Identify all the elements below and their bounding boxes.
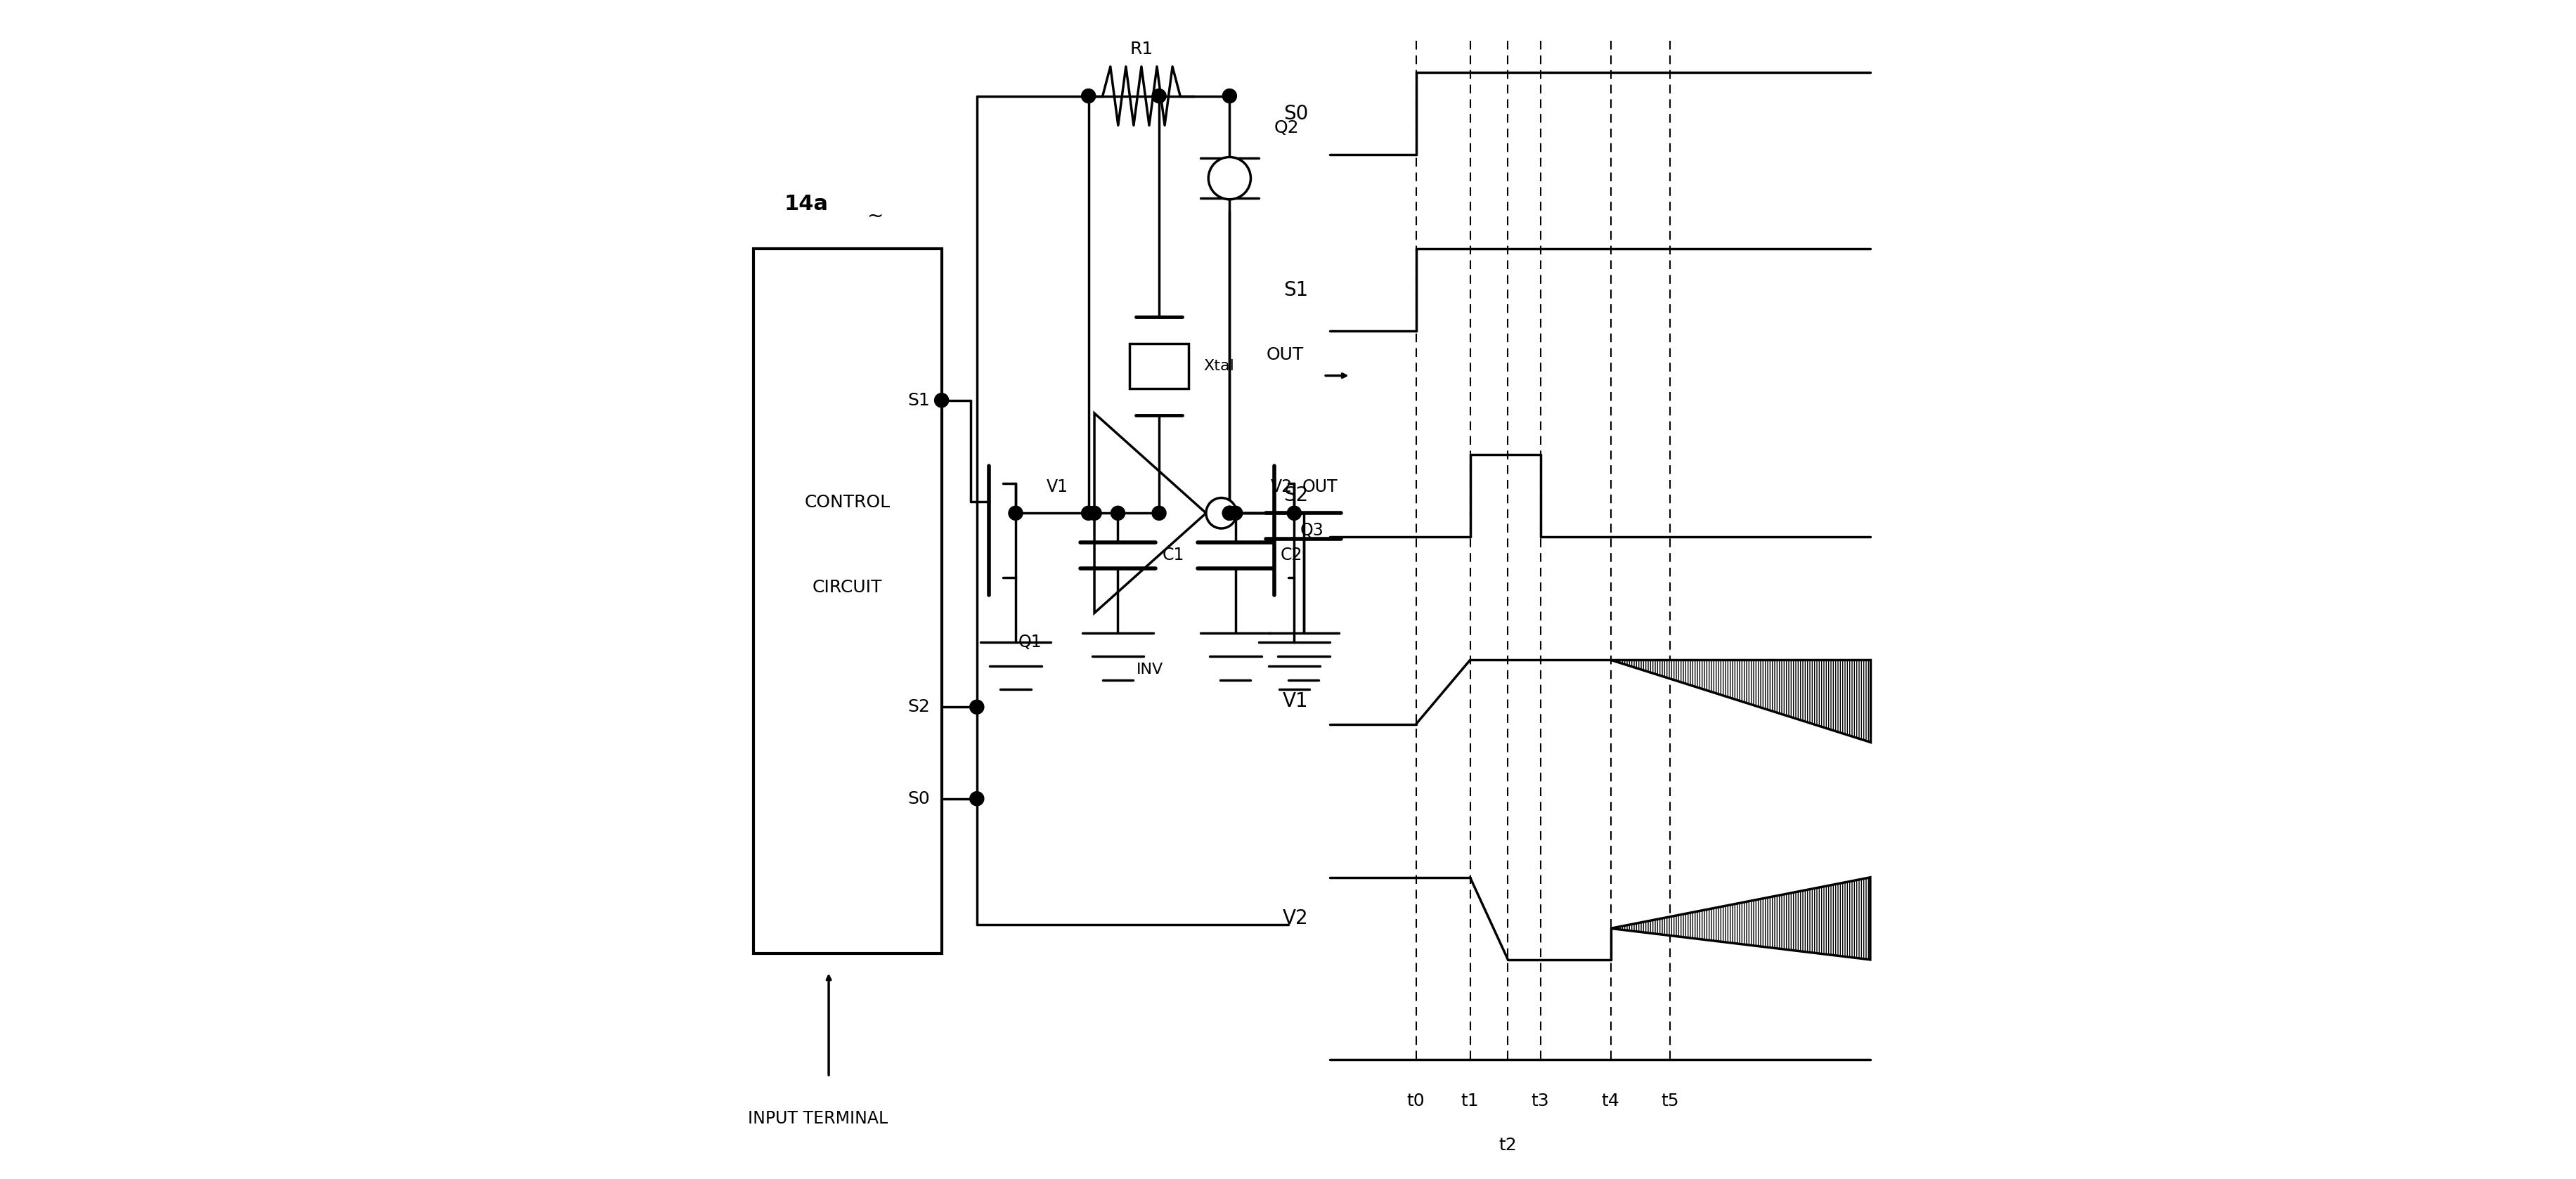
- Circle shape: [1288, 506, 1301, 520]
- Text: V1: V1: [1046, 479, 1069, 495]
- Text: S2: S2: [1283, 486, 1309, 506]
- Text: S2: S2: [907, 699, 930, 716]
- Text: t3: t3: [1530, 1092, 1548, 1109]
- Circle shape: [935, 394, 948, 408]
- Text: INV: INV: [1136, 663, 1164, 677]
- Text: t5: t5: [1662, 1092, 1680, 1109]
- Text: CONTROL: CONTROL: [804, 494, 891, 511]
- Text: t1: t1: [1461, 1092, 1479, 1109]
- Circle shape: [1082, 88, 1095, 103]
- Text: C2: C2: [1280, 547, 1301, 564]
- Text: Q2: Q2: [1275, 119, 1298, 136]
- Text: R1: R1: [1128, 40, 1154, 58]
- Circle shape: [1082, 506, 1095, 520]
- Text: INPUT TERMINAL: INPUT TERMINAL: [747, 1109, 886, 1127]
- Text: t0: t0: [1406, 1092, 1425, 1109]
- Circle shape: [969, 700, 984, 714]
- Text: C1: C1: [1162, 547, 1185, 564]
- Polygon shape: [1610, 660, 1870, 743]
- Bar: [1128, 344, 1188, 389]
- Circle shape: [1206, 498, 1236, 528]
- Circle shape: [1208, 157, 1249, 199]
- Circle shape: [1007, 506, 1023, 520]
- Text: V1: V1: [1283, 691, 1309, 711]
- Text: 14a: 14a: [783, 193, 827, 215]
- Text: ~: ~: [868, 206, 884, 225]
- Text: S1: S1: [1283, 281, 1309, 299]
- Text: t4: t4: [1602, 1092, 1620, 1109]
- Text: t2: t2: [1499, 1137, 1517, 1154]
- Text: S0: S0: [907, 790, 930, 808]
- Circle shape: [1221, 506, 1236, 520]
- Circle shape: [1229, 506, 1242, 520]
- Text: CIRCUIT: CIRCUIT: [811, 579, 881, 595]
- Text: S1: S1: [907, 391, 930, 409]
- Text: Xtal: Xtal: [1203, 360, 1234, 374]
- Polygon shape: [1610, 877, 1870, 960]
- Circle shape: [1221, 506, 1236, 520]
- Bar: [752, 249, 940, 954]
- Circle shape: [1110, 506, 1126, 520]
- Text: OUT: OUT: [1301, 479, 1337, 495]
- Text: V2: V2: [1283, 909, 1309, 928]
- Circle shape: [1221, 88, 1236, 103]
- Text: Q3: Q3: [1301, 522, 1324, 539]
- Circle shape: [1151, 506, 1167, 520]
- Circle shape: [969, 791, 984, 805]
- Text: Q1: Q1: [1018, 634, 1041, 651]
- Circle shape: [1087, 506, 1100, 520]
- Text: V2: V2: [1270, 479, 1293, 495]
- Text: OUT: OUT: [1265, 347, 1303, 363]
- Circle shape: [1151, 88, 1167, 103]
- Text: S0: S0: [1283, 104, 1309, 124]
